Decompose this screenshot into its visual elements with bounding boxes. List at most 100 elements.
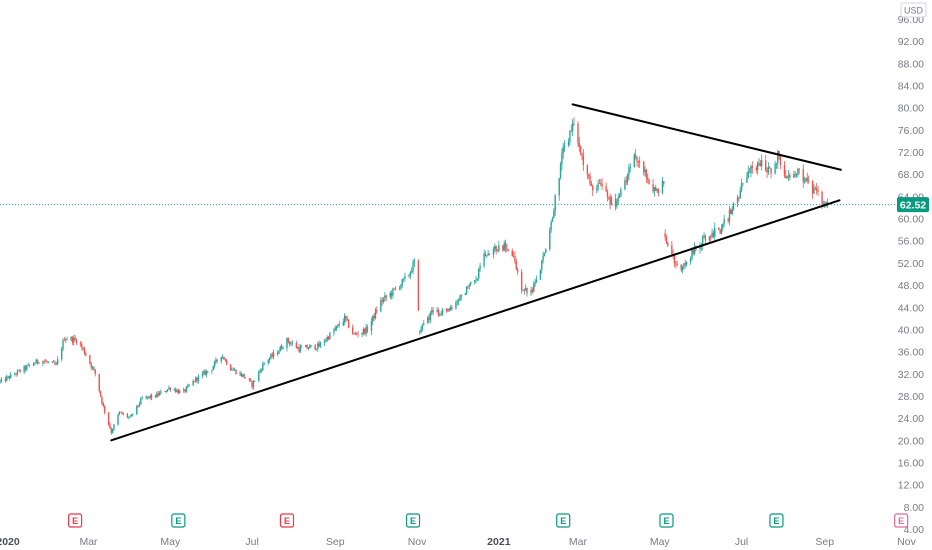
candle[interactable] [325,338,327,343]
candle[interactable] [63,336,66,341]
candle[interactable] [158,390,161,396]
candle[interactable] [128,416,130,420]
candle[interactable] [530,286,532,296]
candle[interactable] [173,387,176,392]
candle[interactable] [235,369,237,375]
candle[interactable] [573,117,575,126]
candle[interactable] [541,260,543,274]
candle[interactable] [333,327,335,336]
candle[interactable] [398,285,401,291]
candle[interactable] [260,368,263,373]
candle[interactable] [488,253,491,256]
candle[interactable] [432,307,434,316]
candle[interactable] [309,343,311,349]
candle[interactable] [558,177,560,201]
candle[interactable] [711,228,713,239]
candle[interactable] [420,326,422,334]
candle[interactable] [196,377,198,384]
candle[interactable] [60,346,63,362]
candle[interactable] [588,173,590,180]
candle[interactable] [288,340,291,347]
candle[interactable] [464,292,467,296]
candle[interactable] [267,358,269,366]
candle[interactable] [551,216,554,223]
earnings-marker[interactable]: E [405,513,421,528]
candle[interactable] [297,346,299,350]
earnings-marker[interactable]: E [67,513,83,528]
candle[interactable] [184,389,186,394]
candle[interactable] [28,364,31,368]
candle[interactable] [145,395,147,400]
candle[interactable] [141,395,143,400]
candle[interactable] [287,337,290,344]
candle[interactable] [653,186,656,197]
candle[interactable] [380,297,382,313]
candle[interactable] [625,175,627,186]
candle[interactable] [38,361,40,365]
candle[interactable] [487,249,489,256]
candle[interactable] [417,259,420,312]
candle[interactable] [157,391,159,398]
candle[interactable] [783,161,786,178]
candle[interactable] [113,423,115,431]
candle[interactable] [685,261,688,267]
candle[interactable] [66,336,68,341]
candle[interactable] [429,311,432,324]
candle[interactable] [7,375,9,379]
candle[interactable] [787,169,790,181]
candle[interactable] [569,130,571,146]
candle[interactable] [592,184,594,196]
candle[interactable] [24,365,27,373]
candle[interactable] [0,380,1,384]
candle[interactable] [798,167,800,175]
candle[interactable] [767,162,770,175]
candle[interactable] [318,340,320,347]
candle[interactable] [714,222,716,241]
candle[interactable] [751,161,754,174]
candle[interactable] [81,342,83,351]
candle[interactable] [36,359,39,365]
candle[interactable] [786,175,788,179]
candle[interactable] [52,359,55,363]
candle[interactable] [55,361,58,366]
candle[interactable] [738,196,740,202]
candle[interactable] [290,340,292,347]
candle[interactable] [278,349,280,355]
candle[interactable] [447,308,449,313]
candle[interactable] [451,304,453,311]
candle[interactable] [428,313,430,323]
candle[interactable] [486,255,488,259]
candle[interactable] [605,182,607,192]
trendline-resistance[interactable] [571,103,842,171]
candle[interactable] [507,248,509,252]
candle[interactable] [526,287,528,297]
candle[interactable] [119,411,122,413]
candle[interactable] [263,362,265,366]
candle[interactable] [511,248,513,257]
candle[interactable] [710,234,712,242]
candle[interactable] [204,369,206,376]
candle[interactable] [718,227,720,231]
candle[interactable] [216,358,218,364]
earnings-marker[interactable]: E [894,513,909,528]
candle[interactable] [225,358,228,366]
candle[interactable] [376,306,378,314]
candle[interactable] [85,351,87,357]
candle[interactable] [680,264,682,273]
candle[interactable] [448,307,450,313]
candle[interactable] [533,281,535,292]
candle[interactable] [636,156,638,167]
candle[interactable] [779,154,782,170]
candle[interactable] [478,268,480,282]
candle[interactable] [154,394,157,398]
candle[interactable] [258,370,260,383]
candle[interactable] [44,359,47,362]
candle[interactable] [323,338,326,347]
candle[interactable] [731,205,733,216]
candle[interactable] [43,359,45,365]
candle[interactable] [813,184,815,194]
candle[interactable] [130,413,133,417]
candle[interactable] [567,138,570,148]
candle[interactable] [817,185,819,197]
candle[interactable] [187,383,189,389]
